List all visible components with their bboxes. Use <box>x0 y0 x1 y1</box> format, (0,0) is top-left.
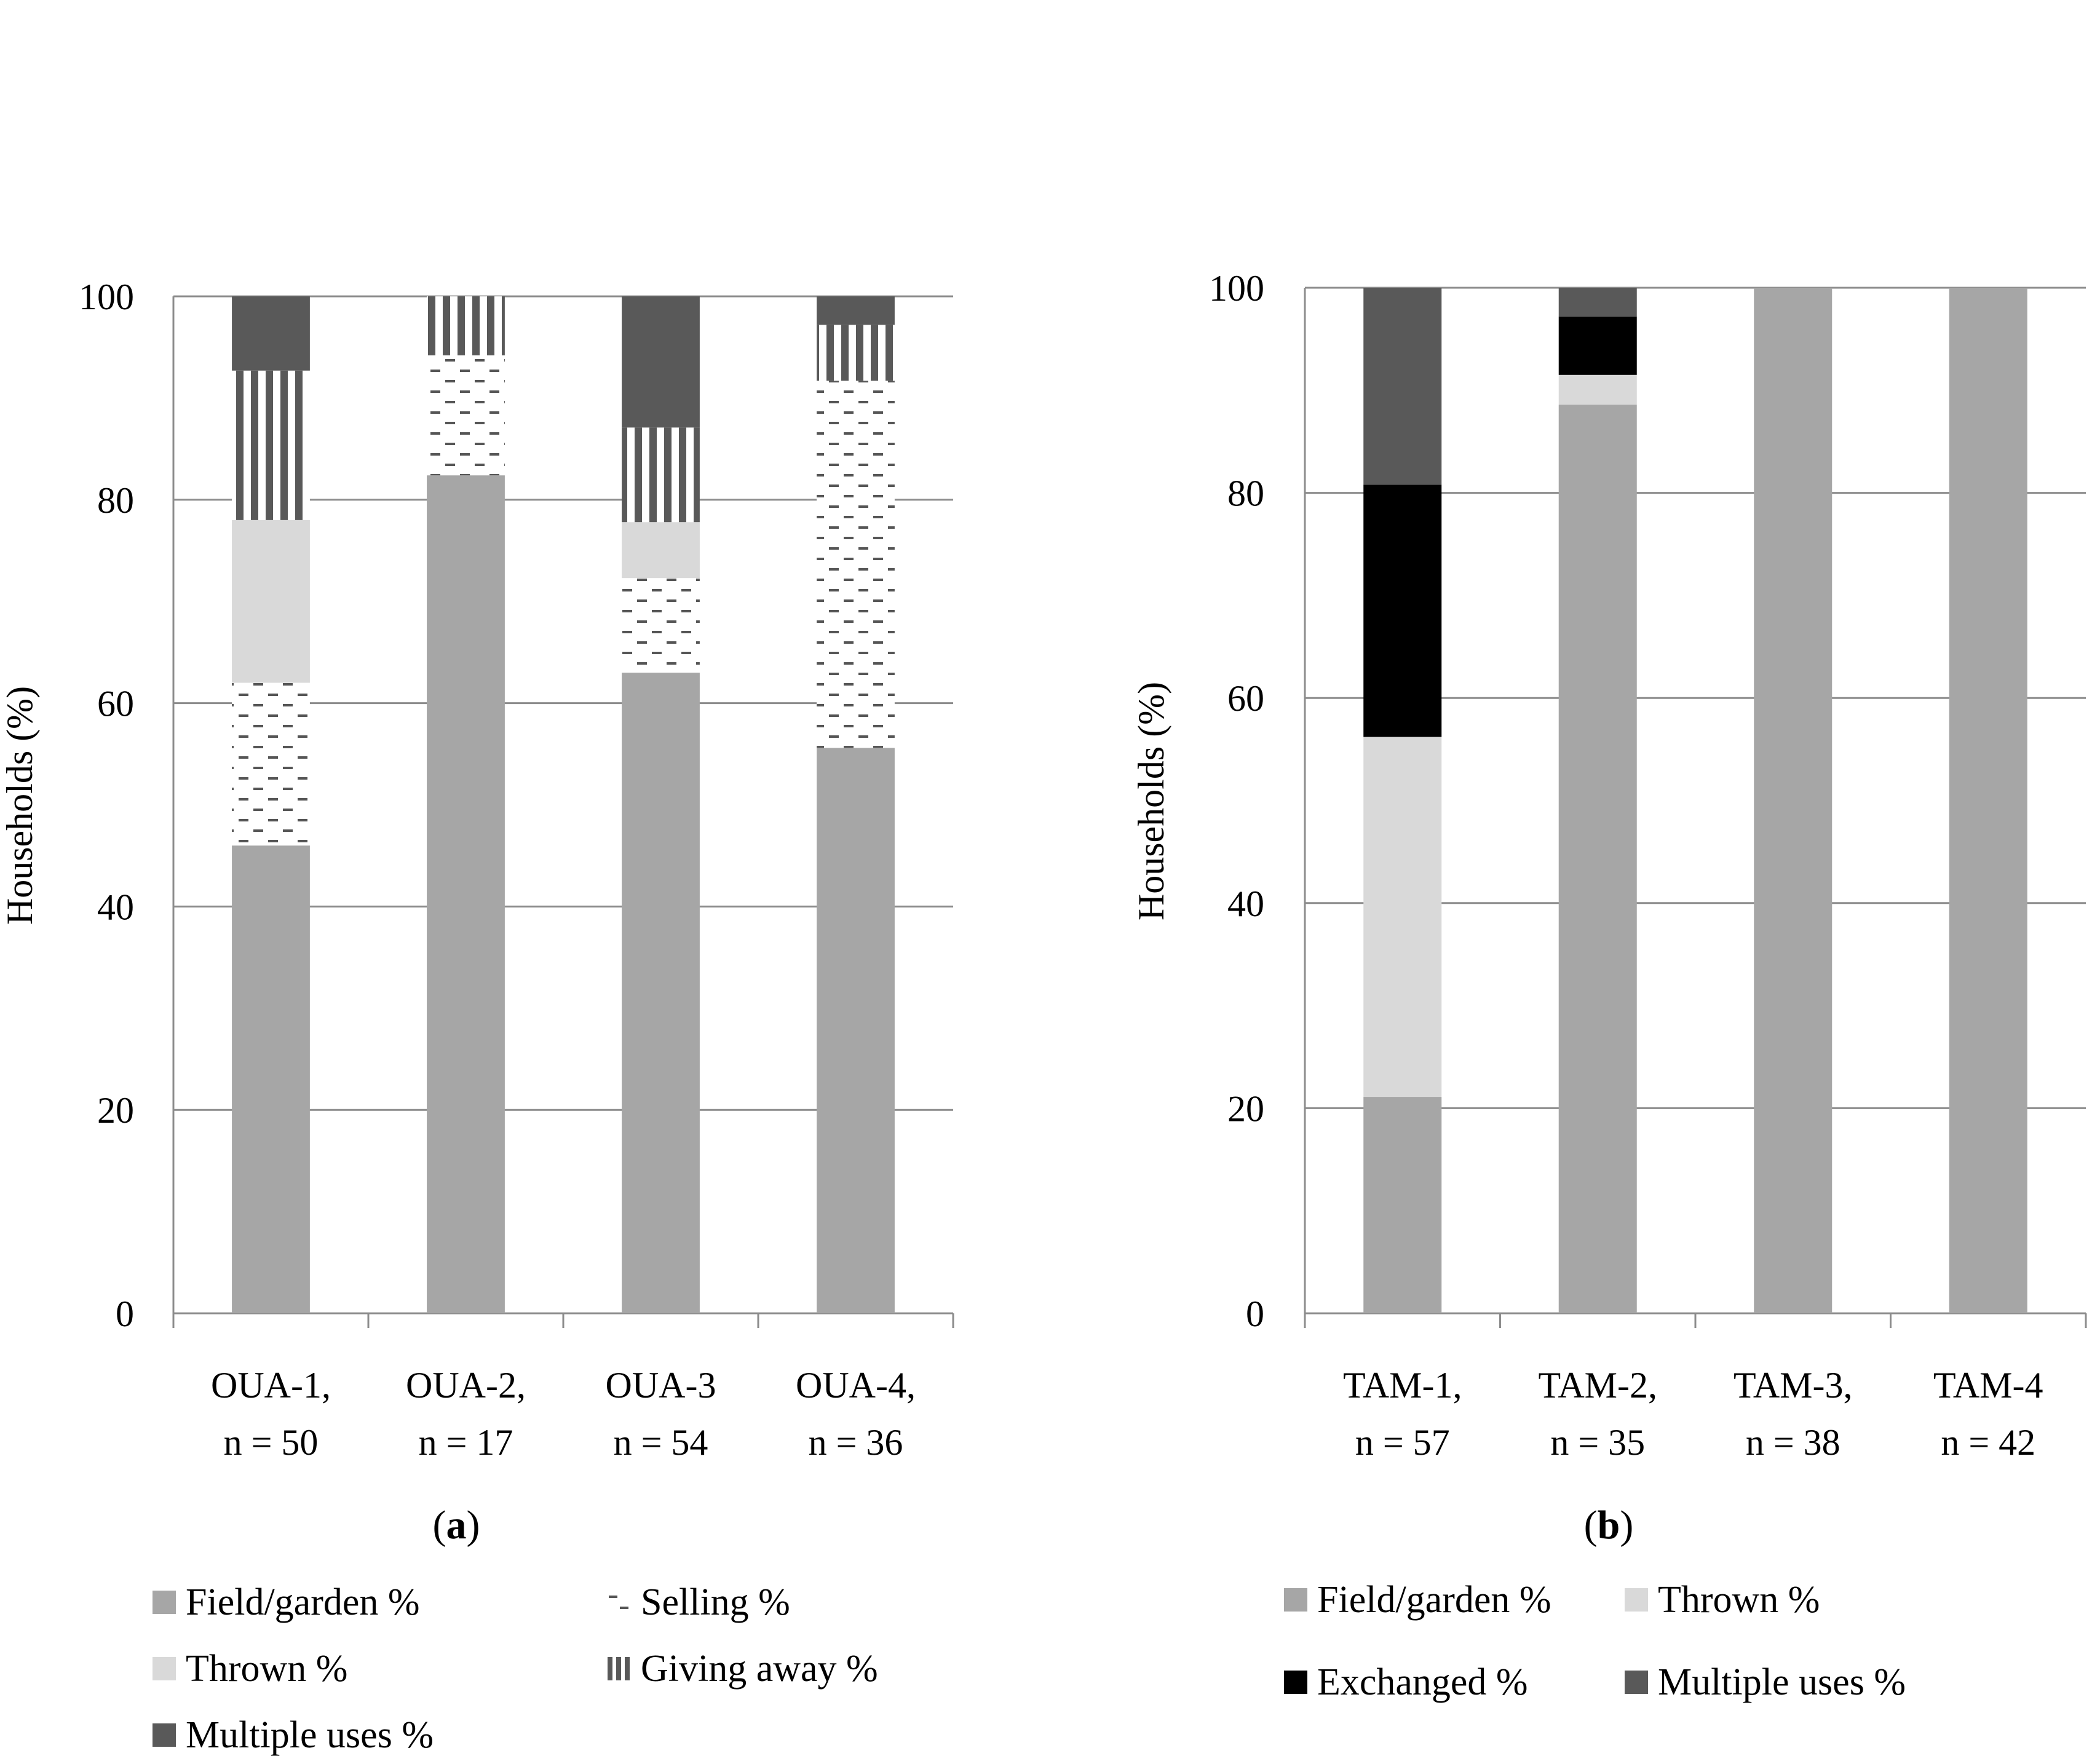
bar-selling-4 <box>817 381 895 748</box>
bar-selling-1 <box>232 682 310 846</box>
panel-b-chart: 0 20 40 60 80 100 TAM-1, n = 57 TAM-2, n = 35 TAM-… <box>1131 268 2087 1548</box>
legend-label: Giving away % <box>641 1648 878 1690</box>
bar-giving-4 <box>817 325 895 381</box>
x-tick-label-n: n = 54 <box>614 1422 708 1463</box>
x-tick-label: TAM-4 <box>1933 1365 2043 1406</box>
x-tick-label-n: n = 35 <box>1550 1422 1645 1463</box>
bar-field-2 <box>1558 405 1637 1313</box>
legend-label: Multiple uses % <box>186 1714 434 1756</box>
bar-field-2 <box>427 475 505 1313</box>
legend-label: Thrown % <box>186 1648 348 1690</box>
y-tick-label: 0 <box>1246 1294 1264 1334</box>
legend-a-multiple: Multiple uses % <box>153 1716 434 1754</box>
y-tick-label: 20 <box>1227 1088 1264 1129</box>
legend-b-exchanged: Exchanged % <box>1284 1663 1528 1701</box>
bar-selling-2 <box>427 355 505 476</box>
y-tick-label: 100 <box>79 277 134 317</box>
figure: 0 20 40 60 80 100 OUA-1, n = 50 OUA-2, n = 17 OUA-… <box>0 268 2087 1754</box>
x-tick-label-n: n = 36 <box>809 1422 903 1463</box>
y-tick-label: 60 <box>97 684 134 724</box>
bar-multiple-3 <box>622 296 700 428</box>
legend-label: Exchanged % <box>1317 1661 1528 1703</box>
x-tick-label-n: n = 50 <box>224 1422 319 1463</box>
legend-swatch-exchanged <box>1284 1671 1307 1694</box>
legend-label: Selling % <box>641 1581 790 1623</box>
legend-swatch-giving <box>608 1657 631 1680</box>
x-tick-label-n: n = 42 <box>1941 1422 2035 1463</box>
legend-swatch-field <box>1284 1588 1307 1612</box>
bar-exchanged-2 <box>1558 316 1637 375</box>
x-tick-label: TAM-2, <box>1538 1365 1657 1406</box>
legend-a-field: Field/garden % <box>153 1583 420 1621</box>
x-tick-label-n: n = 57 <box>1355 1422 1450 1463</box>
y-tick-label: 60 <box>1227 678 1264 719</box>
bar-giving-3 <box>622 427 700 523</box>
legend-b-thrown: Thrown % <box>1625 1581 1820 1619</box>
y-tick-label: 40 <box>1227 884 1264 924</box>
legend-swatch-multiple <box>1625 1671 1648 1694</box>
legend-a-selling: Selling % <box>608 1583 790 1621</box>
x-tick-label-n: n = 38 <box>1746 1422 1840 1463</box>
bar-thrown-2 <box>1558 374 1637 405</box>
bar-field-1 <box>1363 1097 1442 1313</box>
x-tick-label-n: n = 17 <box>419 1422 513 1463</box>
legend-label: Field/garden % <box>186 1581 420 1623</box>
panel-label: (a) <box>433 1503 480 1548</box>
panel-a-chart: 0 20 40 60 80 100 OUA-1, n = 50 OUA-2, n = 17 OUA-… <box>0 277 954 1548</box>
bar-multiple-4 <box>817 296 895 325</box>
bar-giving-1 <box>232 370 310 520</box>
bar-field-3 <box>1754 288 1833 1313</box>
y-tick-label: 20 <box>97 1090 134 1131</box>
x-tick-label: OUA-3 <box>606 1365 716 1406</box>
x-tick-label: OUA-2, <box>406 1365 526 1406</box>
y-tick-label: 0 <box>116 1294 134 1334</box>
y-tick-label: 80 <box>1227 473 1264 514</box>
legend-a-giving: Giving away % <box>608 1650 878 1688</box>
bar-multiple-2 <box>1558 288 1637 317</box>
legend-label: Multiple uses % <box>1658 1661 1906 1703</box>
legend-label: Thrown % <box>1658 1579 1820 1621</box>
bar-exchanged-1 <box>1363 484 1442 737</box>
bar-thrown-3 <box>622 522 700 579</box>
legend-swatch-field <box>153 1591 176 1614</box>
bar-field-3 <box>622 672 700 1313</box>
legend-swatch-thrown <box>1625 1588 1648 1612</box>
bar-field-4 <box>817 748 895 1313</box>
y-axis-title: Households (%) <box>0 686 40 925</box>
legend-label: Field/garden % <box>1317 1579 1551 1621</box>
legend-b-field: Field/garden % <box>1284 1581 1551 1619</box>
bar-multiple-1 <box>232 296 310 371</box>
panel-label: (b) <box>1584 1503 1634 1548</box>
x-tick-label: TAM-1, <box>1343 1365 1462 1406</box>
y-tick-label: 100 <box>1209 268 1264 309</box>
legend-swatch-selling <box>608 1591 631 1614</box>
bar-multiple-1 <box>1363 288 1442 485</box>
y-tick-label: 40 <box>97 887 134 927</box>
y-tick-label: 80 <box>97 480 134 521</box>
legend-swatch-multiple <box>153 1723 176 1747</box>
x-tick-label: OUA-1, <box>211 1365 331 1406</box>
legend-b-multiple: Multiple uses % <box>1625 1663 1906 1701</box>
bar-giving-2 <box>427 296 505 355</box>
legend-swatch-thrown <box>153 1657 176 1680</box>
y-axis-title: Households (%) <box>1131 682 1171 920</box>
bar-field-4 <box>1949 288 2027 1313</box>
legend-a-thrown: Thrown % <box>153 1650 347 1688</box>
bar-thrown-1 <box>1363 737 1442 1098</box>
bar-field-1 <box>232 845 310 1313</box>
x-tick-label: OUA-4, <box>796 1365 916 1406</box>
bar-selling-3 <box>622 578 700 673</box>
x-tick-label: TAM-3, <box>1733 1365 1853 1406</box>
chart-canvas: 0 20 40 60 80 100 OUA-1, n = 50 OUA-2, n = 17 OUA-… <box>0 268 2087 1548</box>
bar-thrown-1 <box>232 520 310 683</box>
